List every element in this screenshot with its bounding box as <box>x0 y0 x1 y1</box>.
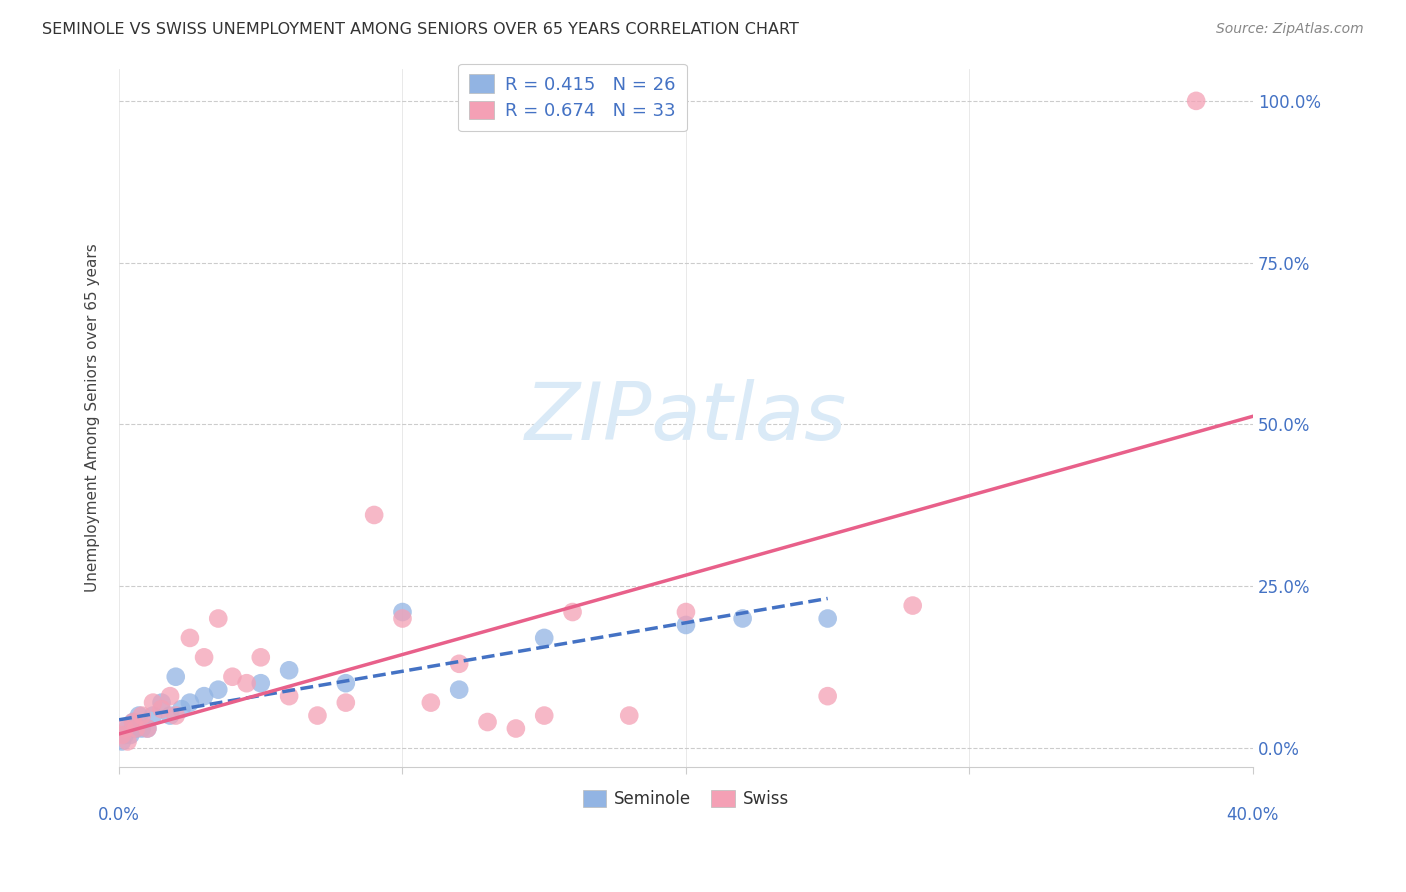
Text: SEMINOLE VS SWISS UNEMPLOYMENT AMONG SENIORS OVER 65 YEARS CORRELATION CHART: SEMINOLE VS SWISS UNEMPLOYMENT AMONG SEN… <box>42 22 799 37</box>
Point <box>136 722 159 736</box>
Point <box>111 728 134 742</box>
Legend: Seminole, Swiss: Seminole, Swiss <box>576 783 796 815</box>
Point <box>675 618 697 632</box>
Point <box>193 689 215 703</box>
Point <box>131 708 153 723</box>
Point <box>117 734 139 748</box>
Point <box>249 650 271 665</box>
Point <box>142 696 165 710</box>
Point <box>125 722 148 736</box>
Point <box>193 650 215 665</box>
Point <box>278 689 301 703</box>
Text: ZIPatlas: ZIPatlas <box>524 379 846 457</box>
Point <box>335 696 357 710</box>
Point <box>901 599 924 613</box>
Point <box>150 696 173 710</box>
Text: 0.0%: 0.0% <box>98 806 141 824</box>
Point <box>117 722 139 736</box>
Point <box>114 722 136 736</box>
Point <box>817 611 839 625</box>
Point <box>419 696 441 710</box>
Point <box>128 708 150 723</box>
Point <box>1185 94 1208 108</box>
Point <box>817 689 839 703</box>
Point <box>449 682 471 697</box>
Point <box>278 663 301 677</box>
Point <box>207 682 229 697</box>
Point <box>391 605 413 619</box>
Point <box>179 631 201 645</box>
Point <box>391 611 413 625</box>
Point <box>675 605 697 619</box>
Point <box>120 728 142 742</box>
Point <box>477 714 499 729</box>
Text: 40.0%: 40.0% <box>1226 806 1279 824</box>
Point <box>165 708 187 723</box>
Point <box>179 696 201 710</box>
Point <box>221 670 243 684</box>
Point <box>125 722 148 736</box>
Point <box>533 631 555 645</box>
Y-axis label: Unemployment Among Seniors over 65 years: Unemployment Among Seniors over 65 years <box>86 244 100 592</box>
Point <box>142 708 165 723</box>
Point <box>249 676 271 690</box>
Point <box>150 702 173 716</box>
Point <box>122 714 145 729</box>
Point <box>159 689 181 703</box>
Point <box>207 611 229 625</box>
Point <box>165 670 187 684</box>
Point <box>335 676 357 690</box>
Point <box>363 508 385 522</box>
Point <box>533 708 555 723</box>
Point <box>136 722 159 736</box>
Point <box>235 676 257 690</box>
Point <box>122 714 145 729</box>
Point <box>170 702 193 716</box>
Point <box>131 722 153 736</box>
Point <box>731 611 754 625</box>
Point <box>561 605 583 619</box>
Point <box>111 734 134 748</box>
Text: Source: ZipAtlas.com: Source: ZipAtlas.com <box>1216 22 1364 37</box>
Point <box>505 722 527 736</box>
Point <box>619 708 641 723</box>
Point <box>159 708 181 723</box>
Point <box>449 657 471 671</box>
Point <box>307 708 329 723</box>
Point <box>114 728 136 742</box>
